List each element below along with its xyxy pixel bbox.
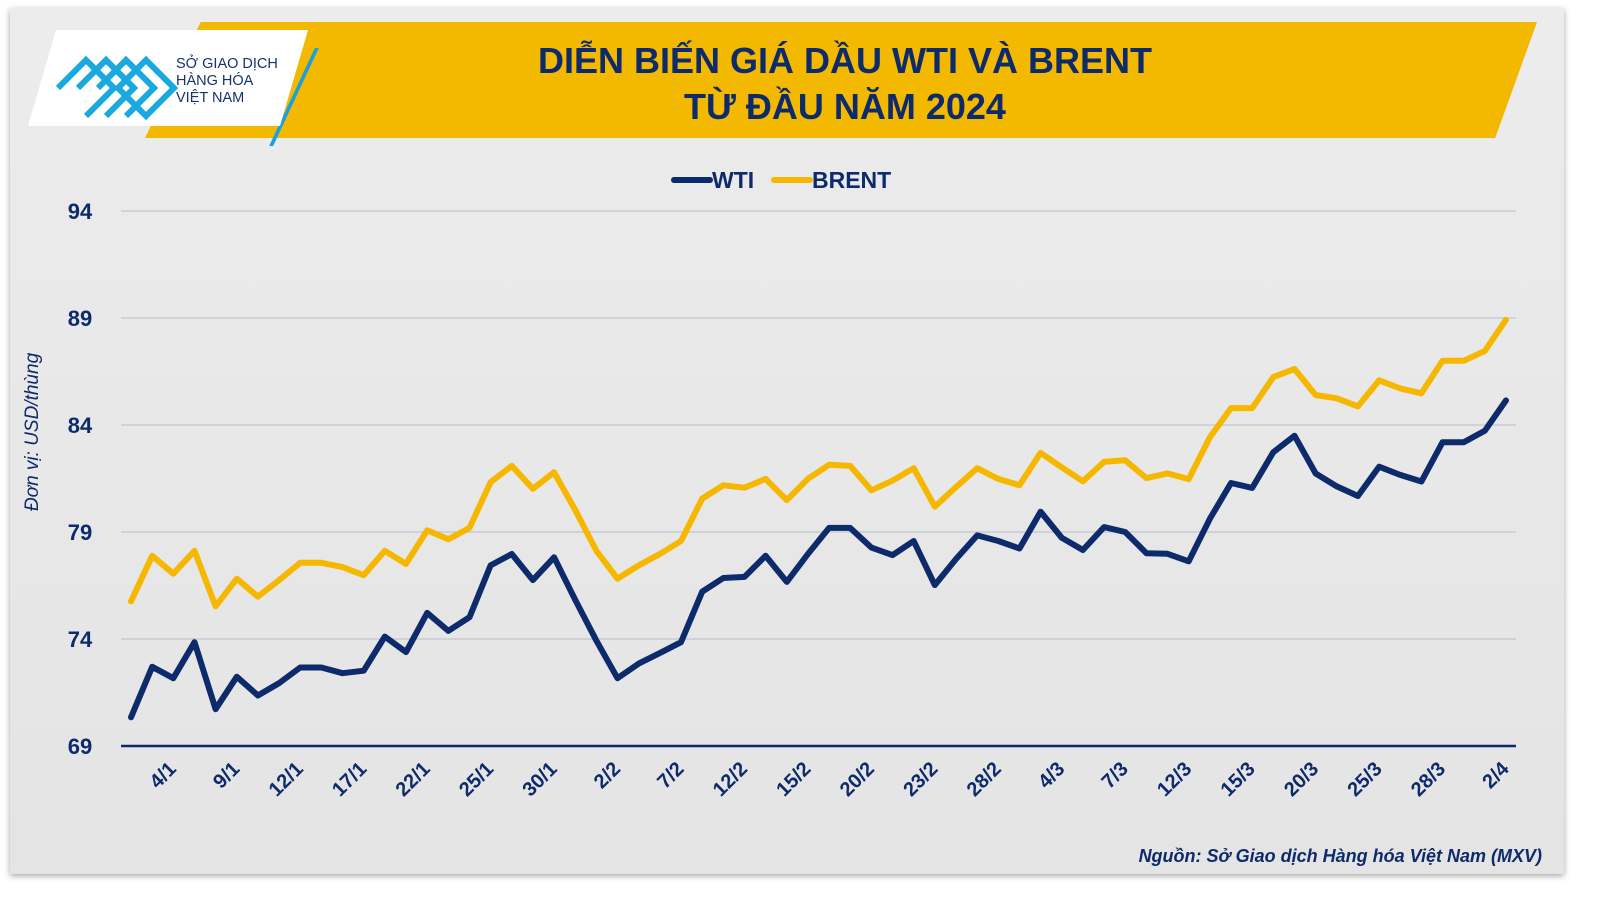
x-tick-label: 4/1 — [146, 758, 181, 793]
x-tick-label: 28/2 — [963, 758, 1006, 801]
logo-line: SỞ GIAO DỊCH — [176, 56, 278, 72]
x-tick-label: 15/3 — [1217, 758, 1260, 801]
x-tick-label: 30/1 — [519, 758, 562, 801]
x-tick-label: 12/2 — [709, 758, 752, 801]
source-note: Nguồn: Sở Giao dịch Hàng hóa Việt Nam (M… — [1138, 846, 1542, 866]
logo — [28, 30, 308, 126]
x-tick-label: 23/2 — [899, 758, 942, 801]
x-tick-label: 20/2 — [836, 758, 879, 801]
chart-frame — [10, 8, 1564, 874]
logo-mark-icon — [55, 55, 179, 121]
x-tick-label: 15/2 — [772, 758, 815, 801]
y-tick-label: 94 — [68, 199, 93, 224]
title-line-1: DIỄN BIẾN GIÁ DẦU WTI VÀ BRENT — [537, 40, 1152, 81]
x-tick-label: 12/3 — [1153, 758, 1196, 801]
title-line-2: TỪ ĐẦU NĂM 2024 — [684, 86, 1006, 127]
x-tick-label: 17/1 — [328, 758, 371, 801]
x-tick-label: 25/1 — [455, 758, 498, 801]
x-tick-label: 2/2 — [590, 758, 625, 793]
x-tick-label: 4/3 — [1034, 758, 1069, 793]
logo-text: SỞ GIAO DỊCH HÀNG HÓA VIỆT NAM — [176, 56, 278, 107]
x-tick-label: 22/1 — [392, 758, 435, 801]
title-banner — [145, 22, 1537, 138]
logo-line: HÀNG HÓA — [176, 73, 254, 89]
x-tick-label: 20/3 — [1280, 758, 1323, 801]
x-tick-label: 25/3 — [1344, 758, 1387, 801]
x-tick-label: 28/3 — [1407, 758, 1450, 801]
x-tick-label: 7/2 — [653, 758, 688, 793]
x-tick-label: 9/1 — [209, 758, 244, 793]
y-tick-label: 79 — [68, 520, 92, 545]
series-line-wti — [128, 397, 1509, 721]
y-tick-label: 74 — [68, 627, 93, 652]
y-axis-label: Đơn vị: USD/thùng — [22, 352, 43, 511]
y-tick-label: 69 — [68, 734, 92, 759]
chart-title: DIỄN BIẾN GIÁ DẦU WTI VÀ BRENT TỪ ĐẦU NĂ… — [300, 38, 1390, 130]
logo-line: VIỆT NAM — [176, 90, 245, 106]
y-tick-label: 84 — [68, 413, 93, 438]
x-tick-label: 7/3 — [1098, 758, 1133, 793]
legend-label-brent: BRENT — [812, 167, 891, 193]
x-tick-label: 12/1 — [265, 758, 308, 801]
series-line-brent — [128, 316, 1509, 610]
y-tick-label: 89 — [68, 306, 92, 331]
x-tick-label: 2/4 — [1478, 757, 1514, 793]
legend-label-wti: WTI — [712, 167, 754, 193]
